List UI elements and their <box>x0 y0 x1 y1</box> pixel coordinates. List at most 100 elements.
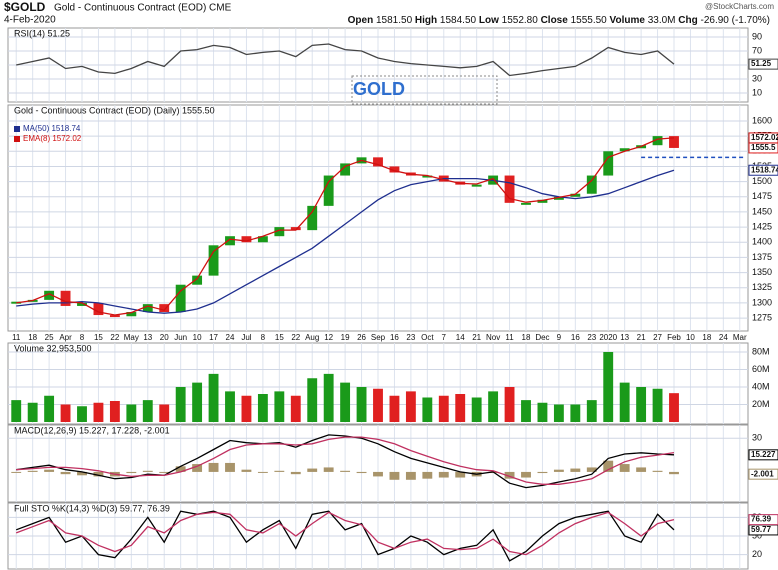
candle <box>175 284 186 313</box>
y-tick-label: 1375 <box>752 252 772 262</box>
x-tick-label: 11 <box>505 333 514 342</box>
series-line <box>16 137 675 316</box>
quote-value: 1584.50 <box>440 15 477 26</box>
value-box <box>748 164 778 176</box>
x-tick-label: 23 <box>406 333 415 342</box>
legend-swatch <box>14 136 20 142</box>
x-tick-label: 22 <box>110 333 119 342</box>
bar <box>521 471 531 478</box>
bar <box>290 395 301 422</box>
panel-label: Full STO %K(14,3) %D(3) 59.77, 76.39 <box>14 503 170 513</box>
candle <box>389 166 400 173</box>
x-tick-label: Aug <box>305 333 319 342</box>
bar <box>619 464 630 472</box>
candle <box>422 175 433 178</box>
bar <box>422 471 433 479</box>
x-tick-label: Dec <box>535 333 549 342</box>
bar <box>405 391 416 422</box>
x-tick-label: Feb <box>667 333 681 342</box>
legend-entry: EMA(8) 1572.02 <box>23 134 82 143</box>
bar <box>652 470 663 472</box>
quote: Open 1581.50 High 1584.50 Low 1552.80 Cl… <box>348 15 770 26</box>
candle <box>44 290 55 300</box>
bar <box>373 471 383 477</box>
y-tick-label: 40M <box>752 381 770 391</box>
bar <box>356 387 367 422</box>
value-box <box>748 514 778 526</box>
candle <box>208 245 219 276</box>
candle <box>323 175 334 206</box>
quote-value: 33.0M <box>648 15 676 26</box>
bar <box>27 470 38 472</box>
x-tick-label: 19 <box>341 333 350 342</box>
bar <box>422 397 433 422</box>
y-tick-label: 1400 <box>752 237 772 247</box>
x-tick-label: Oct <box>421 333 434 342</box>
value-box <box>748 468 778 480</box>
value-box <box>748 58 778 70</box>
x-tick-label: 15 <box>275 333 284 342</box>
bar <box>175 466 186 472</box>
value-box <box>748 132 778 144</box>
x-tick-label: 20 <box>160 333 169 342</box>
bar <box>586 467 597 472</box>
bar <box>77 471 87 476</box>
x-tick-label: Jun <box>174 333 187 342</box>
candle <box>669 136 679 148</box>
candle <box>241 236 252 243</box>
x-tick-label: Apr <box>59 333 72 342</box>
x-tick-label: 10 <box>686 333 695 342</box>
value-box-label: 51.25 <box>751 59 772 68</box>
bar <box>636 467 647 472</box>
value-box-label: 59.77 <box>751 525 772 534</box>
x-tick-label: 22 <box>291 333 300 342</box>
x-tick-label: 8 <box>261 333 266 342</box>
quote-label: High <box>415 15 437 26</box>
bar <box>109 401 120 422</box>
candle <box>274 227 285 237</box>
value-box-label: 1555.5 <box>751 143 776 152</box>
bar <box>603 460 614 472</box>
bar <box>175 387 186 422</box>
candle <box>142 304 153 313</box>
bar <box>619 382 630 422</box>
bar <box>603 352 614 422</box>
bar <box>11 400 22 422</box>
bar <box>126 471 137 474</box>
bar <box>405 471 416 480</box>
bar <box>537 402 548 422</box>
candle <box>257 236 268 243</box>
candle <box>504 175 515 203</box>
candle <box>159 304 170 313</box>
x-tick-label: Sep <box>371 333 386 342</box>
bar <box>257 471 268 473</box>
date: 4-Feb-2020 <box>4 15 56 26</box>
bar <box>504 471 515 479</box>
x-tick-label: 14 <box>456 333 465 342</box>
y-tick-label: 1425 <box>752 221 772 231</box>
y-tick-label: 80M <box>752 346 770 356</box>
candle <box>471 184 482 187</box>
value-box-label: 15.227 <box>751 450 776 459</box>
bar <box>225 462 235 472</box>
panel-label: Volume 32,953,500 <box>14 343 92 353</box>
candle <box>373 157 383 167</box>
bar <box>241 469 252 472</box>
candle <box>192 275 203 285</box>
candle <box>126 312 137 317</box>
y-tick-label: 1600 <box>752 115 772 125</box>
bar <box>44 469 55 472</box>
panel-label: RSI(14) 51.25 <box>14 28 70 38</box>
bar <box>77 406 87 422</box>
x-tick-label: 15 <box>94 333 103 342</box>
bar <box>570 404 581 422</box>
candle <box>109 315 120 318</box>
quote-label: Low <box>479 15 499 26</box>
x-tick-label: Mar <box>733 333 747 342</box>
legend-swatch <box>14 126 20 132</box>
bar <box>323 373 334 422</box>
x-tick-label: 8 <box>80 333 85 342</box>
x-tick-label: 18 <box>522 333 531 342</box>
x-tick-label: 21 <box>472 333 481 342</box>
bar <box>142 400 153 422</box>
